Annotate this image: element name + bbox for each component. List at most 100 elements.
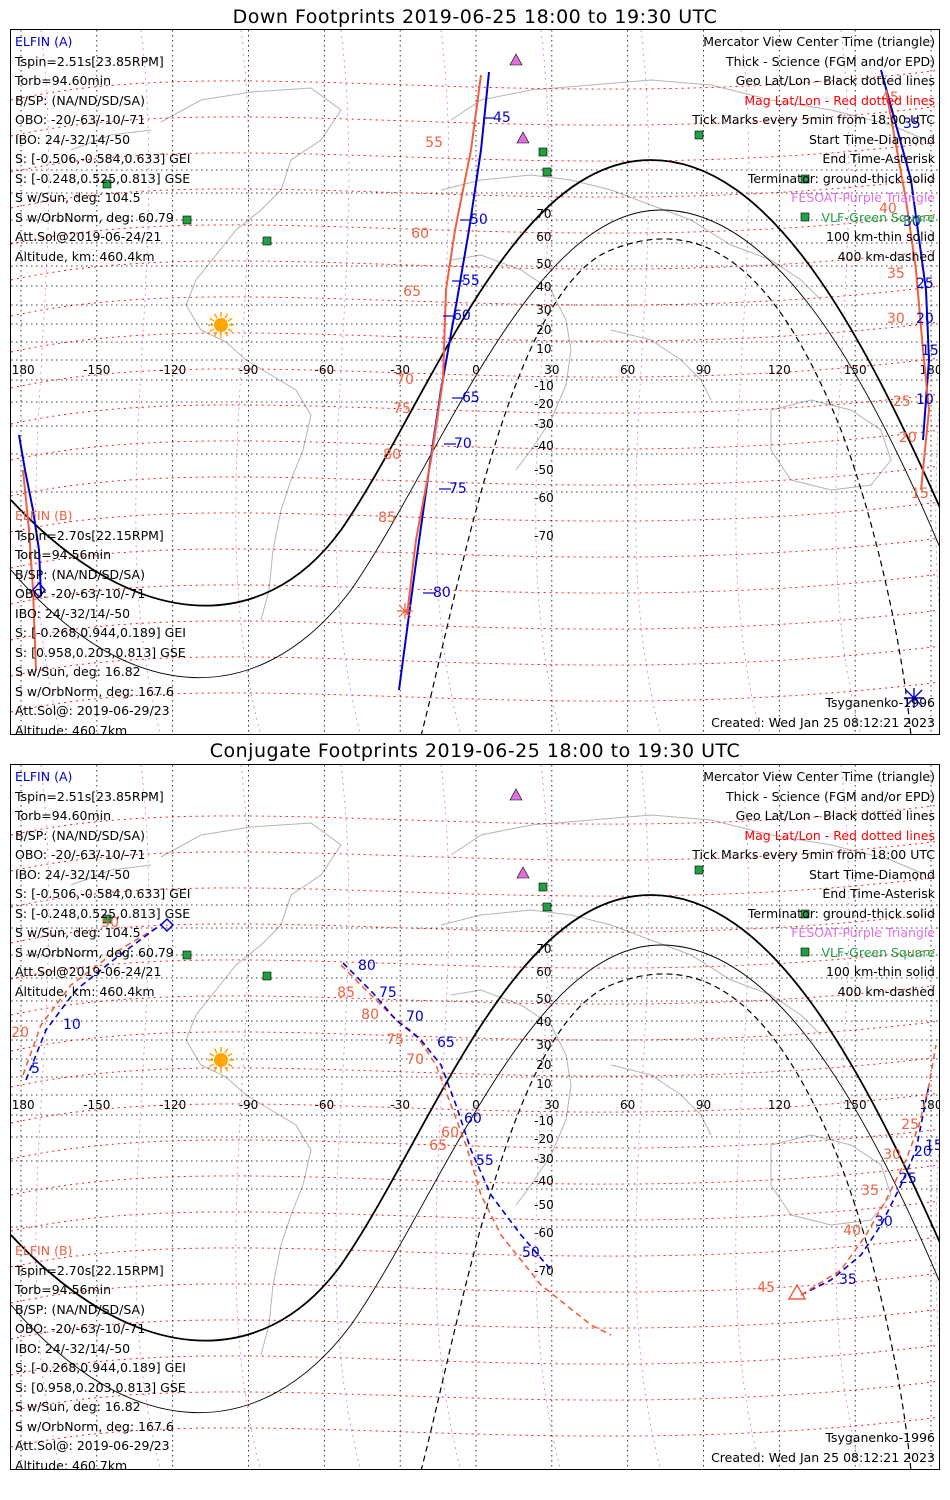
mag-lat-line xyxy=(11,321,939,353)
track-a-tick-label: 70 xyxy=(454,436,472,452)
vlf-square xyxy=(102,914,112,924)
sat-a-line: IBO: 24/-32/14/-50 xyxy=(15,131,131,147)
lat-tick-label: -60 xyxy=(534,491,554,505)
track-a-line xyxy=(398,71,490,691)
track-b-tick-label: 60 xyxy=(411,226,429,242)
lon-tick-label: 120 xyxy=(768,363,791,377)
created-timestamp: Created: Wed Jan 25 08:12:21 2023 xyxy=(711,1449,935,1465)
sun-icon xyxy=(208,312,234,338)
legend-line: FESOAT-Purple Triangle xyxy=(791,190,935,205)
track-b-tail-tick-label: 20 xyxy=(899,430,917,446)
terminator-400km xyxy=(420,973,912,1469)
track-b-tick-label: 20 xyxy=(11,1025,29,1041)
legend-line: FESOAT-Purple Triangle xyxy=(791,925,935,940)
sat-a-line: S w/OrbNorm, deg: 60.79 xyxy=(15,944,174,960)
lat-tick-label: 30 xyxy=(536,303,551,317)
fesoat-triangle xyxy=(516,131,530,144)
lon-tick-label: -30 xyxy=(390,363,410,377)
track-a-tick-label: 65 xyxy=(437,1035,455,1051)
track-a-tick-label: 50 xyxy=(522,1245,540,1261)
sun-disk xyxy=(214,318,228,332)
sat-a-line: S w/Sun, deg: 104.5 xyxy=(15,925,141,940)
sat-b-line: Att.Sol@: 2019-06-29/23 xyxy=(15,703,170,718)
lat-tick-label: 20 xyxy=(536,1058,551,1072)
sun-ray xyxy=(209,328,215,333)
lat-tick-label: -30 xyxy=(534,417,554,431)
track-b-tick-label: 35 xyxy=(861,1183,879,1199)
mag-lat-line xyxy=(11,1020,939,1052)
track-b-tick-label: 75 xyxy=(393,401,411,417)
end-asterisk-a xyxy=(904,688,924,708)
legend-line: End Time-Asterisk xyxy=(822,151,935,166)
sat-b-line: S w/Sun, deg: 16.82 xyxy=(15,1399,141,1414)
lat-tick-label: 30 xyxy=(536,1038,551,1052)
sun-ray xyxy=(227,317,233,322)
track-a-left xyxy=(18,434,42,596)
sat-b-line: Altitude: 460.7km xyxy=(15,722,128,735)
terminator-100km xyxy=(11,944,939,1413)
mag-lat-line xyxy=(11,1200,939,1232)
sun-ray xyxy=(227,1063,233,1068)
legend-line: Thick - Science (FGM and/or EPD) xyxy=(726,788,935,804)
sat-b-line: OBO: -20/-63/-10/-71 xyxy=(15,586,146,601)
sat-b-line: S: [-0.268,0.944,0.189] GEI xyxy=(15,1360,186,1375)
track-a-tick-label: 45 xyxy=(493,110,511,126)
sat-a-name: ELFIN (A) xyxy=(15,34,73,49)
sat-a-line: B/SP: (NA/ND/SD/SA) xyxy=(15,92,145,108)
sat-b-line: IBO: 24/-32/14/-50 xyxy=(15,605,131,621)
legend-line: Mercator View Center Time (triangle) xyxy=(703,769,935,784)
track-a-tick-label: 55 xyxy=(462,273,480,289)
track-a-tick-label: 80 xyxy=(358,958,376,974)
sun-ray xyxy=(227,328,233,333)
legend: Mercator View Center Time (triangle) Thi… xyxy=(692,767,935,1001)
lon-tick-label: 0 xyxy=(472,1098,480,1112)
track-b-tail-tick-label: 45 xyxy=(881,90,899,106)
track-a-tick-label: 10 xyxy=(63,1017,81,1033)
track-b-tick-label: 85 xyxy=(378,510,396,526)
sat-a-line: S: [-0.506,-0.584,0.633] GEI xyxy=(15,151,191,166)
sat-a-line: Att.Sol@2019-06-24/21 xyxy=(15,229,162,244)
sat-a-line: Att.Sol@2019-06-24/21 xyxy=(15,964,162,979)
lat-tick-label: -10 xyxy=(534,1114,554,1128)
sun-ray xyxy=(209,1052,215,1057)
lat-tick-label: -10 xyxy=(534,379,554,393)
sat-a-line: S w/Sun, deg: 104.5 xyxy=(15,190,141,205)
mag-lat-line xyxy=(11,429,939,461)
sun-ray xyxy=(213,1066,218,1072)
track-b-left xyxy=(22,469,37,671)
lat-tick-label: -50 xyxy=(534,463,554,477)
legend-line: Mag Lat/Lon - Red dotted lines xyxy=(744,92,935,108)
sat-b-line: S: [0.958,0.203,0.813] GSE xyxy=(15,1379,186,1395)
sat-b-name: ELFIN (B) xyxy=(15,508,73,523)
track-b-tail xyxy=(885,89,931,491)
track-b-tick-label: 50 xyxy=(101,915,119,931)
vlf-square xyxy=(262,236,272,246)
lon-tick-label: 150 xyxy=(844,363,867,377)
sat-b-info: ELFIN (B) Tspin=2.70s[22.15RPM] Torb=94.… xyxy=(15,1241,186,1469)
sat-b-line: S: [0.958,0.203,0.813] GSE xyxy=(15,644,186,660)
legend-line: 100 km-thin solid xyxy=(826,229,935,244)
sat-a-line: OBO: -20/-63/-10/-71 xyxy=(15,112,146,127)
legend-line: Geo Lat/Lon - Black dotted lines xyxy=(735,808,935,823)
sun-ray xyxy=(213,1048,218,1054)
vlf-square xyxy=(800,212,810,222)
lat-tick-label: 70 xyxy=(536,942,551,956)
lon-tick-label: -180 xyxy=(11,363,35,377)
land-outline xyxy=(450,79,927,141)
lat-tick-label: -70 xyxy=(534,529,554,543)
sat-a-line: S w/OrbNorm, deg: 60.79 xyxy=(15,209,174,225)
lon-tick-label: 60 xyxy=(620,1098,635,1112)
sun-ray xyxy=(213,331,218,337)
track-a-tick-label: 60 xyxy=(464,1111,482,1127)
sat-b-name: ELFIN (B) xyxy=(15,1243,73,1258)
track-a-tick-label: 5 xyxy=(31,1061,40,1077)
track-b-left xyxy=(22,924,162,1076)
track-a-tick-label: 75 xyxy=(379,985,397,1001)
sat-a-line: Altitude, km: 460.4km xyxy=(15,983,155,999)
track-a-tick-label: 15 xyxy=(925,1138,940,1154)
land-outline xyxy=(70,864,152,886)
lon-tick-label: 30 xyxy=(544,363,559,377)
lon-tick-label: 90 xyxy=(696,363,711,377)
lon-tick-label: 90 xyxy=(696,1098,711,1112)
footer-info: Tsyganenko-1996 Created: Wed Jan 25 08:1… xyxy=(711,1428,935,1467)
